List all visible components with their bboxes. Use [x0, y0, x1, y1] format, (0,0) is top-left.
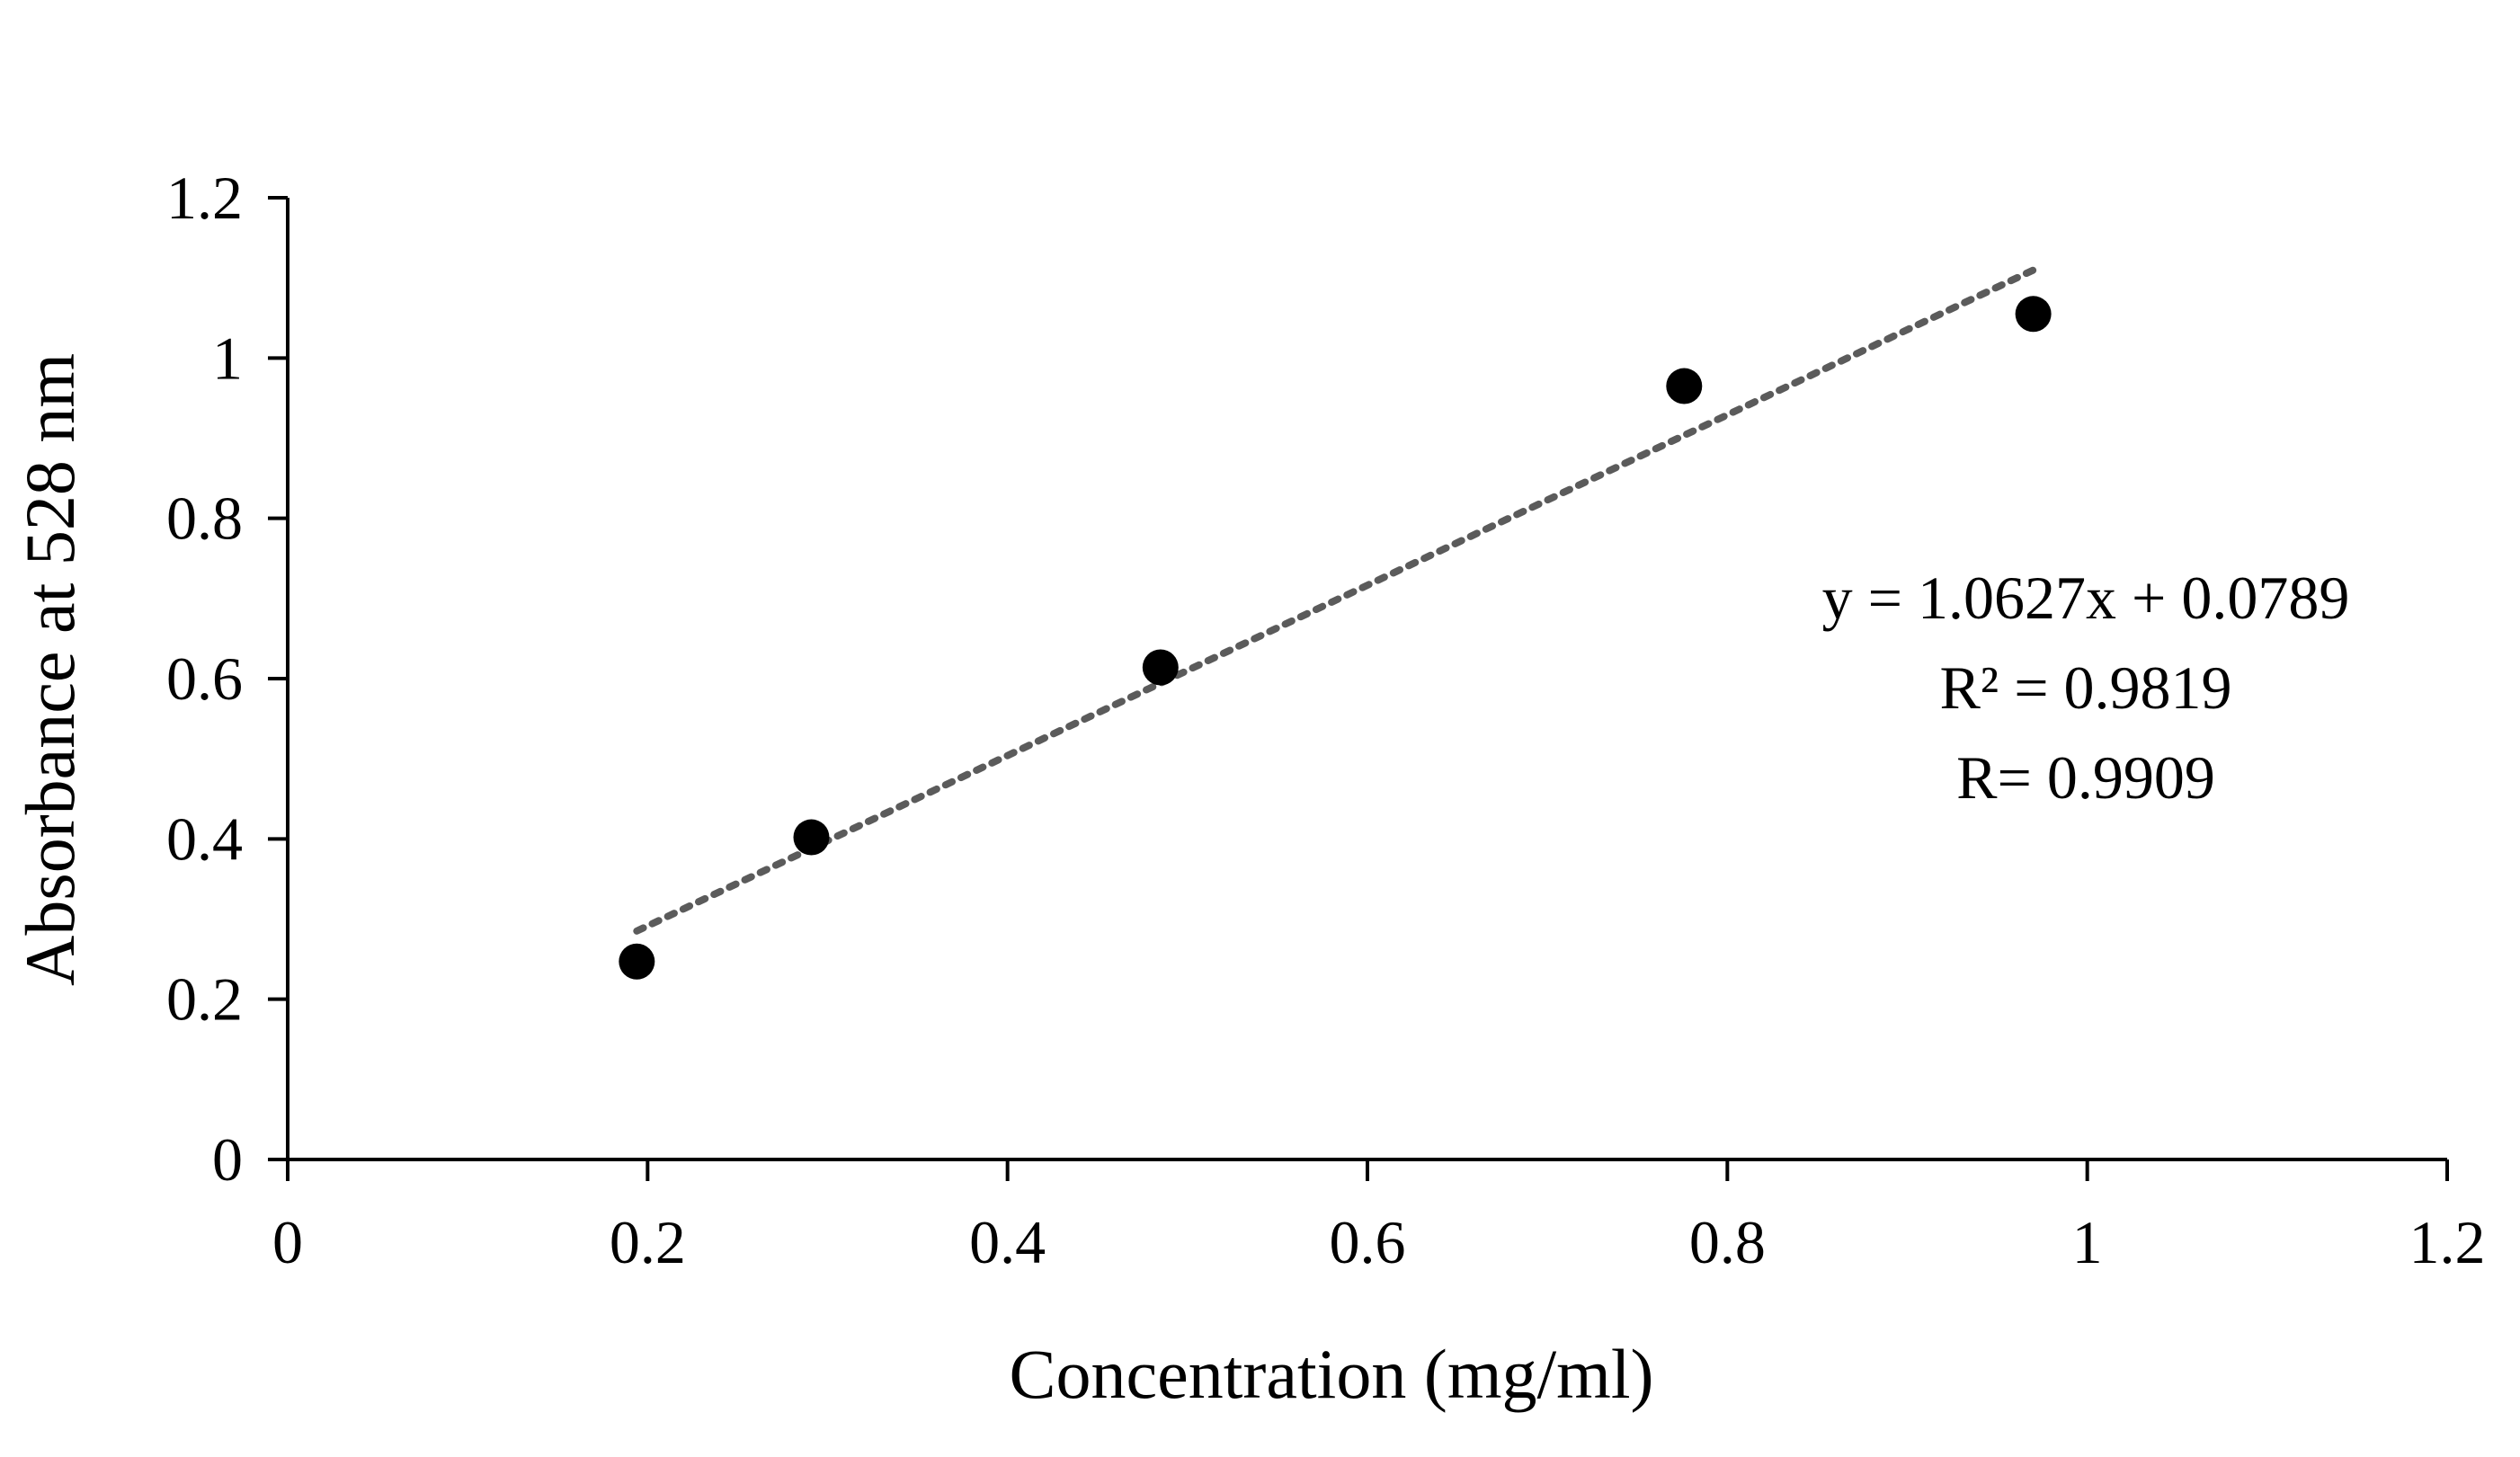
- x-tick-label: 0: [272, 1208, 303, 1276]
- y-tick-label: 0.6: [166, 644, 243, 713]
- y-tick-label: 0.4: [166, 804, 243, 873]
- data-point: [2015, 296, 2052, 333]
- data-point: [1142, 649, 1179, 686]
- y-tick-label: 0: [212, 1125, 243, 1194]
- x-tick-label: 1: [2072, 1208, 2103, 1276]
- data-point: [793, 819, 830, 856]
- x-axis-title: Concentration (mg/ml): [1009, 1335, 1653, 1413]
- y-tick-label: 0.8: [166, 484, 243, 553]
- y-tick-label: 0.2: [166, 965, 243, 1034]
- x-tick-label: 0.8: [1689, 1208, 1766, 1276]
- x-tick-label: 0.2: [610, 1208, 686, 1276]
- y-tick-label: 1: [212, 324, 243, 392]
- r-annotation: R= 0.9909: [1956, 743, 2215, 812]
- data-point: [1666, 368, 1703, 404]
- y-axis-ticks: 0 0.2 0.4 0.6 0.8 1 1.2: [166, 164, 288, 1194]
- data-points: [619, 296, 2052, 980]
- y-axis-title: Absorbance at 528 nm: [11, 353, 89, 986]
- x-tick-label: 0.4: [969, 1208, 1046, 1276]
- x-tick-label: 0.6: [1330, 1208, 1406, 1276]
- y-tick-label: 1.2: [166, 164, 243, 232]
- r-squared-annotation: R² = 0.9819: [1939, 653, 2231, 722]
- data-point: [619, 943, 655, 980]
- x-tick-label: 1.2: [2409, 1208, 2486, 1276]
- x-axis-ticks: 0 0.2 0.4 0.6 0.8 1 1.2: [272, 1159, 2486, 1276]
- trendline: [633, 266, 2037, 935]
- equation-annotation: y = 1.0627x + 0.0789: [1822, 564, 2350, 632]
